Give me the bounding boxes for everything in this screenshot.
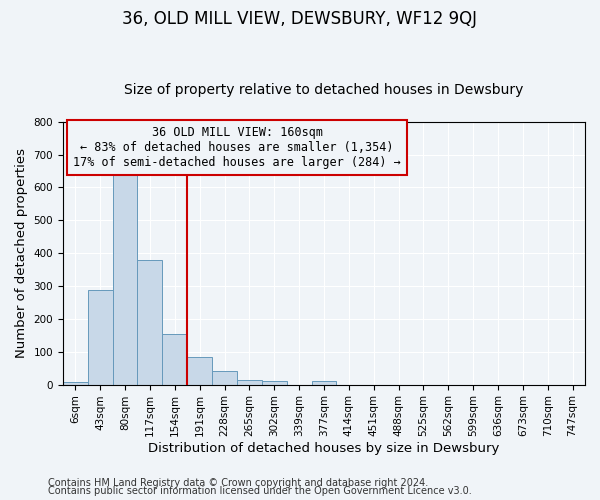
Bar [88,290,113,384]
Bar [311,382,337,384]
Bar [137,260,163,384]
Bar [63,382,88,384]
X-axis label: Distribution of detached houses by size in Dewsbury: Distribution of detached houses by size … [148,442,500,455]
Title: Size of property relative to detached houses in Dewsbury: Size of property relative to detached ho… [124,83,524,97]
Text: Contains public sector information licensed under the Open Government Licence v3: Contains public sector information licen… [48,486,472,496]
Y-axis label: Number of detached properties: Number of detached properties [15,148,28,358]
Text: 36 OLD MILL VIEW: 160sqm
← 83% of detached houses are smaller (1,354)
17% of sem: 36 OLD MILL VIEW: 160sqm ← 83% of detach… [73,126,401,168]
Bar [113,165,137,384]
Bar [262,382,287,384]
Bar [163,334,187,384]
Text: Contains HM Land Registry data © Crown copyright and database right 2024.: Contains HM Land Registry data © Crown c… [48,478,428,488]
Bar [212,371,237,384]
Text: 36, OLD MILL VIEW, DEWSBURY, WF12 9QJ: 36, OLD MILL VIEW, DEWSBURY, WF12 9QJ [122,10,478,28]
Bar [187,356,212,384]
Bar [237,380,262,384]
